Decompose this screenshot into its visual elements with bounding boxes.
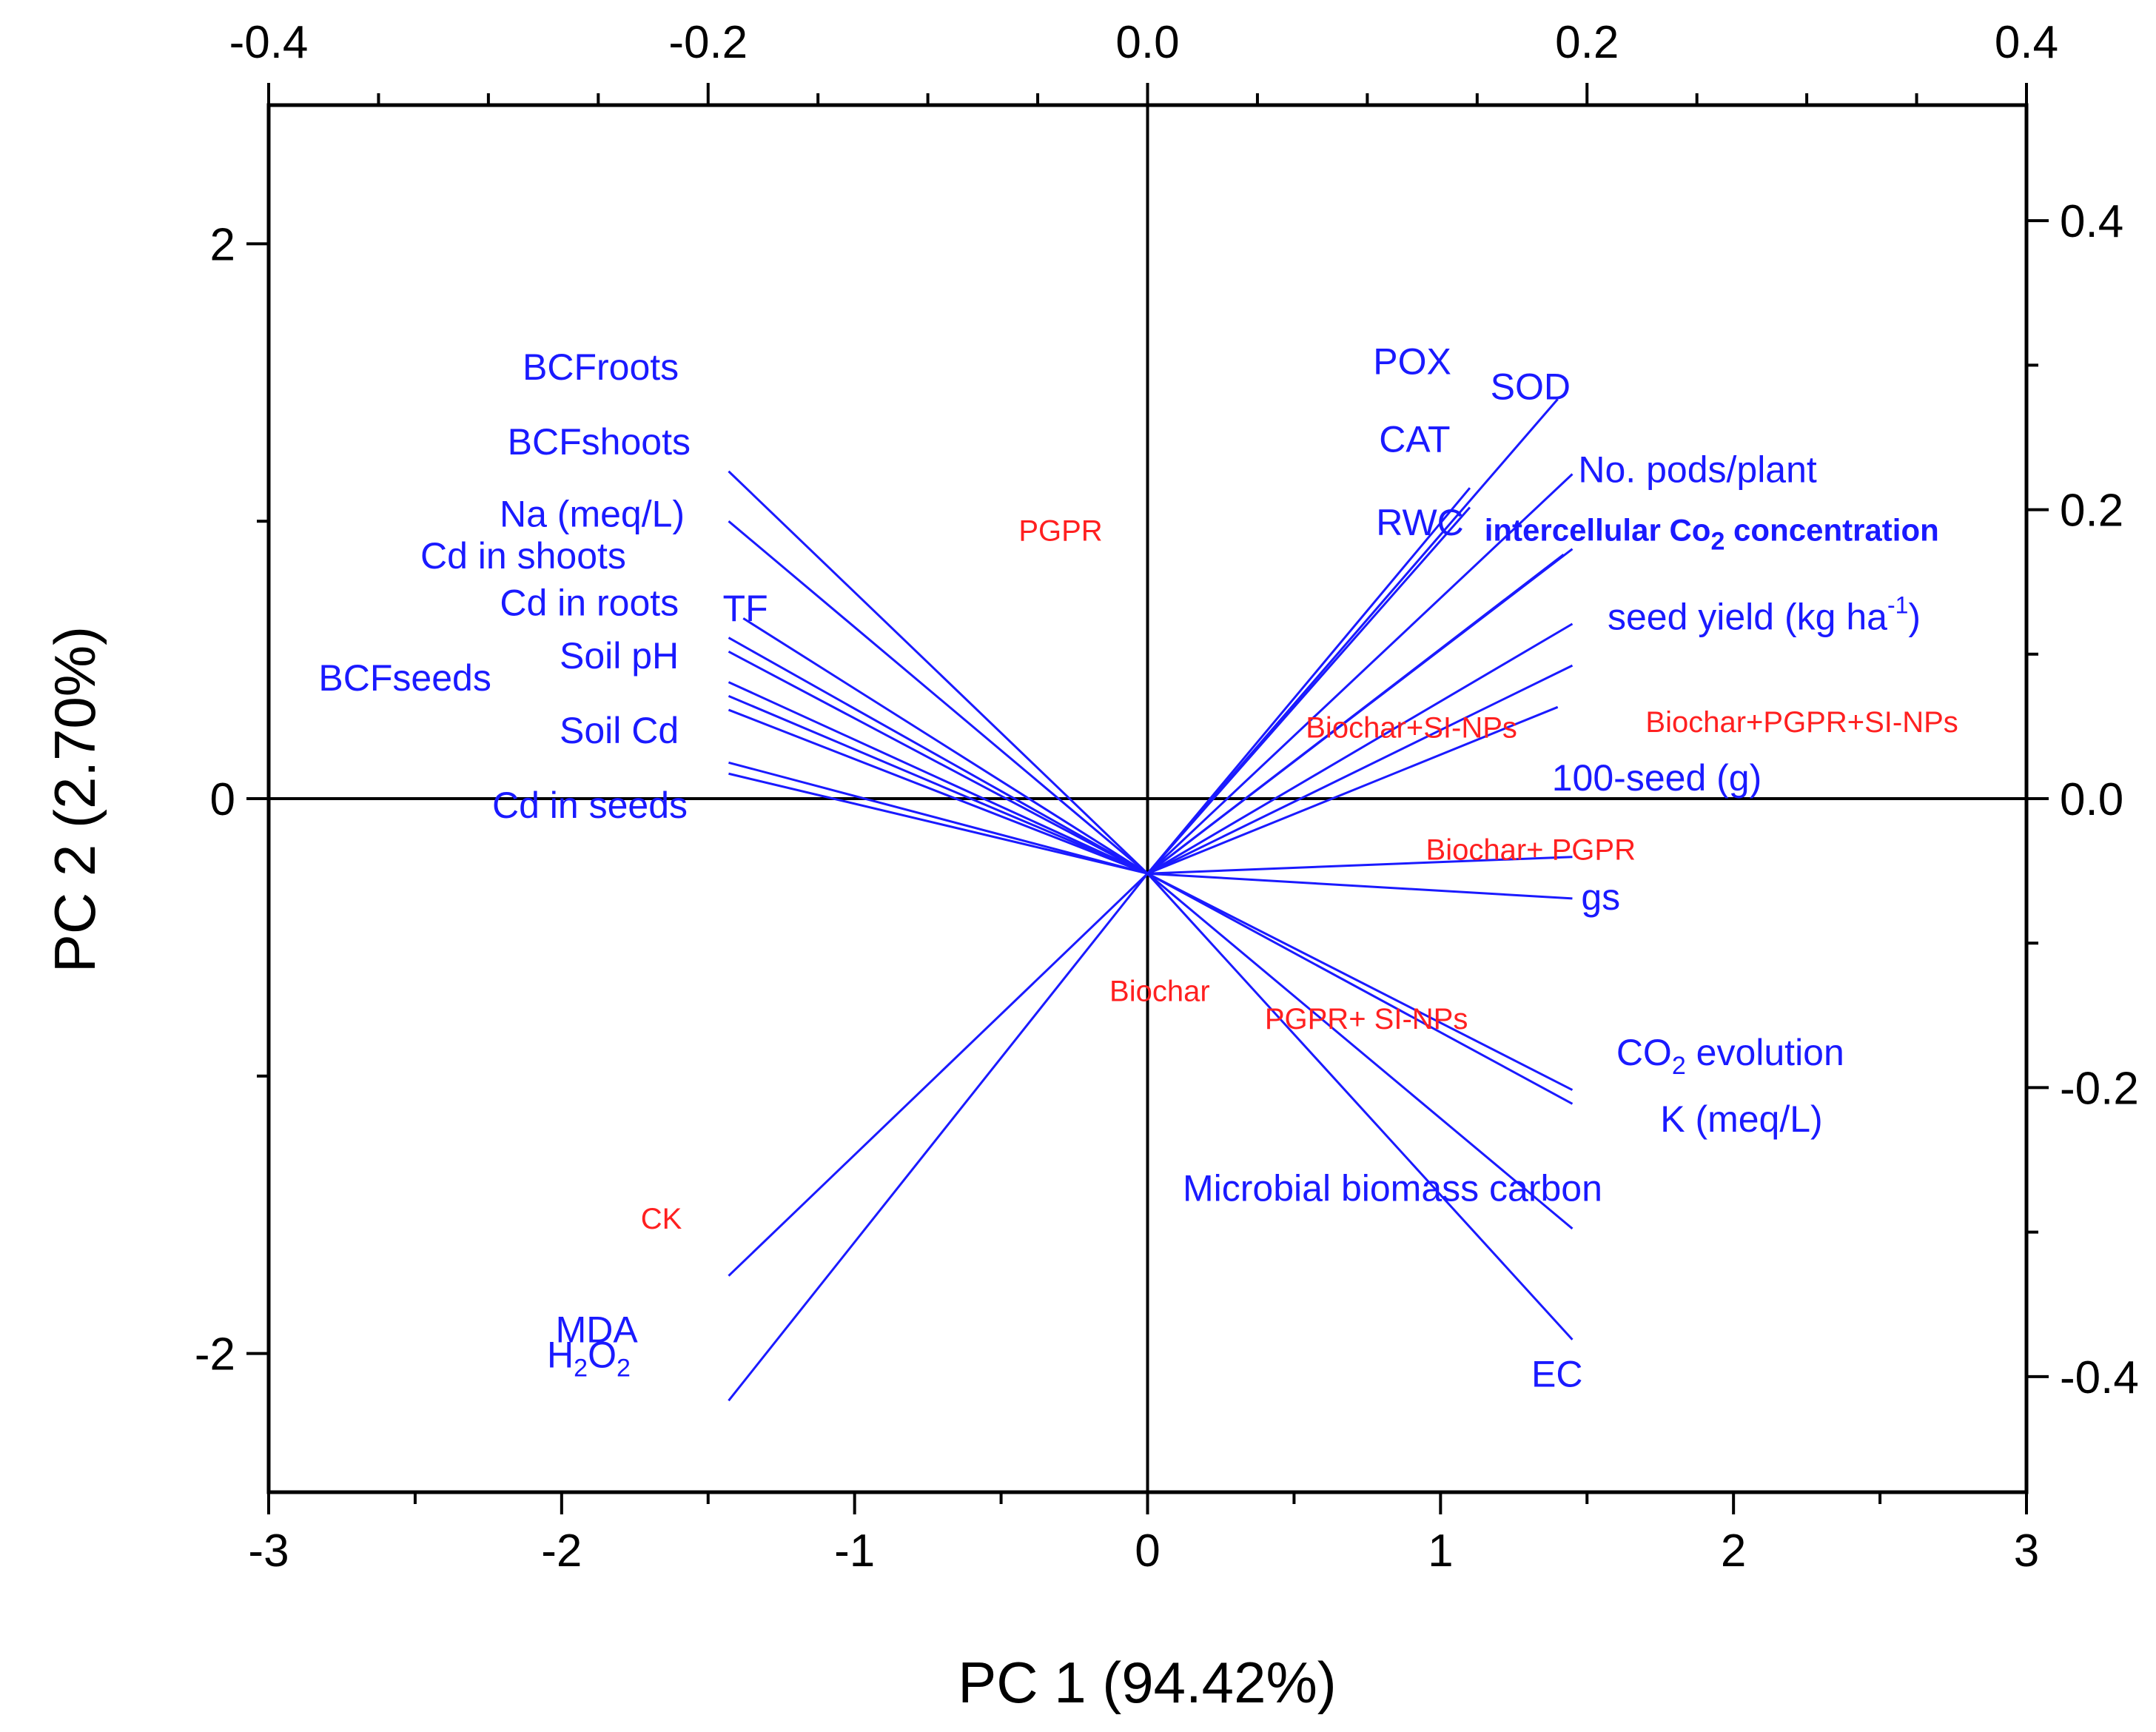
loading-vector-gs [1147,856,1573,875]
loading-label-bcfshoots: BCFshoots [508,421,691,463]
score-label-biochar-pgpr: Biochar+ PGPR [1426,833,1636,866]
x-axis-title: PC 1 (94.42%) [958,1650,1337,1715]
loading-label-no-pods-plant: No. pods/plant [1578,449,1817,491]
score-label-biochar-si-nps: Biochar+SI-NPs [1306,712,1517,745]
tick-labels: -3 -2 -1 0 1 2 3 -0.4 -0.2 0.0 0.2 0.4 -2 0 2 -0.4 -0.2 0… [195,17,2139,1577]
loading-vector-cd-in-shoots [728,651,1149,875]
score-labels: PGPR Biochar+SI-NPs Biochar+PGPR+SI-NPs Bio… [641,514,1958,1235]
score-label-biochar: Biochar [1109,976,1210,1008]
loading-label-mda: MDA [556,1309,639,1351]
loading-vector-na-meq-l [728,637,1149,875]
tick-marks [246,83,2049,1514]
loading-vector-no-pods-plant [1146,473,1574,875]
loading-label-cat: CAT [1379,419,1450,460]
loading-label-gs: gs [1581,876,1620,918]
x-tick-label: 1 [1428,1525,1453,1577]
loading-vector-soil-cd [728,761,1148,875]
y-tick-label: 0 [210,774,235,825]
top-tick-label: -0.2 [668,17,748,68]
loading-vector-gs-line-2 [1147,872,1573,900]
loading-vector-k-meq-l [1146,872,1574,1105]
loading-vector-cat [1146,506,1471,875]
loading-label-microbial-biomass-carbon: Microbial biomass carbon [1183,1167,1602,1209]
loading-vector-h2o2 [728,873,1149,1402]
loading-label-na-meq-l: Na (meq/L) [500,494,685,535]
loading-vectors [728,398,1574,1402]
loading-label-bcfseeds: BCFseeds [318,657,491,699]
loading-labels: BCFroots BCFshoots Na (meq/L)Cd in shoots T… [318,341,1938,1395]
loading-label-seed-yield-kg-ha-1: seed yield (kg ha-1) [1608,591,1921,637]
y-tick-label: 2 [210,219,235,270]
loading-vector-pox [1146,487,1471,875]
x-tick-label: 3 [2014,1525,2039,1577]
zero-lines [269,105,2026,1492]
loading-label-soil-ph: Soil pH [560,635,679,677]
loading-vector-co2-evolution [1146,872,1574,1091]
loading-label-cd-in-shoots: Cd in shoots [420,535,626,577]
loading-vector-ec [1146,873,1574,1340]
loading-label-sod: SOD [1491,366,1571,407]
loading-label-100-seed-g: 100-seed (g) [1552,757,1762,799]
loading-vector-seed-yield-line-2 [1146,664,1574,875]
loading-label-soil-cd: Soil Cd [560,710,679,751]
loading-label-cd-in-roots: Cd in roots [500,583,679,624]
right-tick-label: -0.4 [2060,1352,2139,1403]
loading-label-cd-in-seeds: Cd in seeds [492,785,688,826]
y-axis-title: PC 2 (2.70%) [42,626,107,973]
x-tick-label: 2 [1721,1525,1746,1577]
loading-label-ec: EC [1531,1354,1582,1395]
top-tick-label: 0.0 [1115,17,1179,68]
loading-vector-cd-in-seeds [728,772,1148,875]
right-tick-label: 0.2 [2060,486,2123,537]
top-tick-label: 0.4 [1995,17,2058,68]
score-label-ck: CK [641,1203,682,1235]
loading-label-intercellular-co2-concentration: intercellular Co2 concentration [1485,512,1939,555]
loading-label-k-meq-l: K (meq/L) [1660,1098,1823,1140]
score-label-biochar-pgpr-si-nps: Biochar+PGPR+SI-NPs [1645,706,1958,739]
x-tick-label: 0 [1135,1525,1160,1577]
right-tick-label: -0.2 [2060,1063,2139,1114]
loading-label-bcfroots: BCFroots [523,346,679,388]
loading-vector-100-seed-g [1146,705,1559,875]
top-tick-label: 0.2 [1555,17,1619,68]
loading-vector-mda [728,873,1149,1277]
right-tick-label: 0.4 [2060,196,2123,247]
loading-vector-bcfshoots [728,520,1149,875]
loading-label-co2-evolution: CO2 evolution [1616,1032,1844,1080]
loading-vector-microbial-biomass-carbon [1146,873,1574,1230]
y-tick-label: -2 [195,1329,235,1380]
loading-label-pox: POX [1373,341,1451,383]
x-tick-label: -3 [248,1525,289,1577]
score-label-pgpr-si-nps: PGPR+ SI-NPs [1265,1003,1468,1035]
top-tick-label: -0.4 [229,17,309,68]
loading-vector-tf [742,617,1149,875]
loading-vector-soil-ph [728,694,1149,875]
x-tick-label: -1 [834,1525,875,1577]
loading-vector-intercellular-co2-concentration [1146,548,1574,875]
score-label-pgpr: PGPR [1018,514,1102,547]
loading-label-tf: TF [723,588,768,629]
loading-vector-seed-yield-kg-ha-1 [1146,622,1574,875]
loading-label-rwc: RWC [1376,502,1464,543]
loading-vector-cd-in-roots [728,681,1149,875]
loading-vector-bcfroots [728,470,1149,875]
loading-vector-bcfseeds [728,708,1149,875]
loading-label-h2o2: H2O2 [547,1334,631,1382]
x-tick-label: -2 [541,1525,582,1577]
right-tick-label: 0.0 [2060,774,2123,825]
